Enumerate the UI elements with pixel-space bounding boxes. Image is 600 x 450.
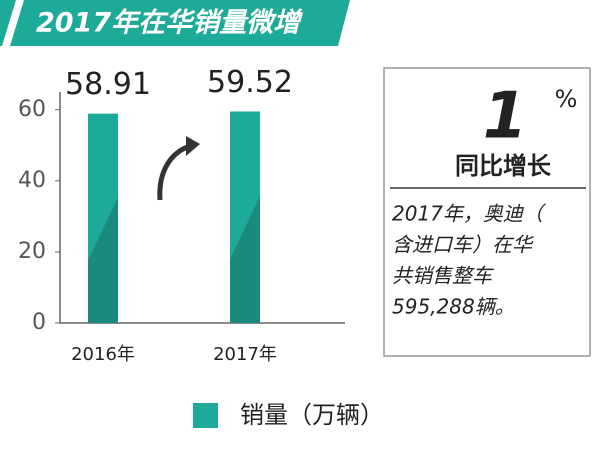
y-tick-label: 20 (18, 239, 46, 264)
title-stripe (2, 0, 24, 46)
annotation-box (383, 67, 591, 357)
annotation-label: 同比增长 (455, 152, 552, 180)
bar-shade (88, 197, 118, 323)
trend-arrow (157, 143, 191, 201)
chart-title: 2017年在华销量微增 (36, 8, 303, 39)
y-tick-label: 40 (18, 168, 46, 193)
value-label: 59.52 (207, 65, 293, 100)
annotation-text: 含进口车）在华 (392, 233, 534, 257)
value-label: 58.91 (65, 67, 151, 102)
annotation-unit: % (555, 85, 578, 113)
y-tick-label: 60 (18, 97, 46, 122)
annotation-text: 595,288辆。 (392, 295, 515, 319)
x-tick-label: 2016年 (71, 344, 135, 365)
x-tick-label: 2017年 (213, 344, 277, 365)
annotation-value: 1 (483, 80, 528, 154)
legend-swatch (193, 403, 218, 428)
bar-shade (230, 196, 260, 323)
annotation-text: 共销售整车 (392, 264, 494, 288)
title-banner (0, 0, 350, 46)
annotation-text: 2017年，奥迪（ (392, 202, 547, 226)
legend-label: 销量（万辆） (240, 401, 384, 429)
trend-arrow-head (186, 136, 200, 156)
y-tick-label: 0 (32, 310, 46, 335)
